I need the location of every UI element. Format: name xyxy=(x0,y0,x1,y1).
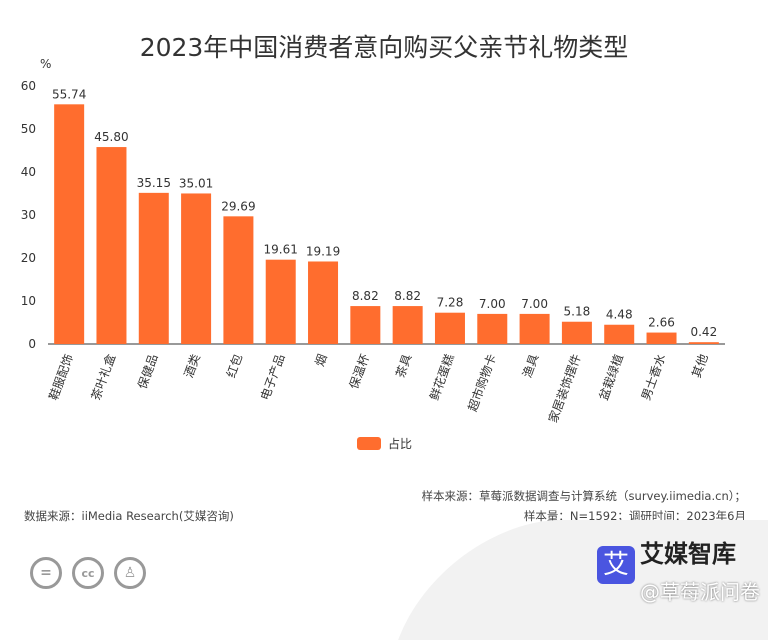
person-icon: ♙ xyxy=(114,557,146,589)
x-tick-label: 红包 xyxy=(223,352,245,380)
data-label: 35.15 xyxy=(137,176,171,190)
data-label: 8.82 xyxy=(394,289,421,303)
data-label: 45.80 xyxy=(94,130,128,144)
data-source: 数据来源：iiMedia Research(艾媒咨询) xyxy=(24,509,234,523)
sample-source: 样本来源：草莓派数据调查与计算系统（survey.iimedia.cn）； xyxy=(421,489,746,503)
cc-icon: cc xyxy=(72,557,104,589)
bar xyxy=(308,261,339,344)
data-label: 7.00 xyxy=(521,297,548,311)
bar xyxy=(604,324,635,344)
logo-mark: 艾 xyxy=(597,546,635,584)
sample-size: 样本量：N=1592；调研时间：2023年6月 xyxy=(523,509,746,523)
data-label: 5.18 xyxy=(564,305,591,319)
bar xyxy=(561,321,592,344)
bar xyxy=(392,306,423,344)
bar xyxy=(688,342,719,344)
x-tick-label: 茶叶礼盒 xyxy=(88,352,119,402)
x-tick-label: 其他 xyxy=(689,352,710,379)
bar xyxy=(519,313,550,344)
bar xyxy=(646,332,677,344)
data-label: 29.69 xyxy=(221,199,255,213)
x-tick-label: 保健品 xyxy=(135,352,160,391)
data-label: 2.66 xyxy=(648,316,675,330)
data-label: 4.48 xyxy=(606,308,633,322)
x-tick-label: 鞋服配饰 xyxy=(45,352,76,402)
data-label: 0.42 xyxy=(690,325,717,339)
legend-swatch xyxy=(357,437,381,450)
x-tick-label: 保温杯 xyxy=(347,352,372,391)
equals-icon: = xyxy=(30,557,62,589)
bar xyxy=(223,216,254,344)
legend-label: 占比 xyxy=(388,436,412,451)
data-label: 7.28 xyxy=(437,296,464,310)
x-tick-label: 酒类 xyxy=(182,352,203,379)
bar xyxy=(434,312,465,344)
x-tick-label: 盆栽绿植 xyxy=(596,352,627,402)
x-tick-label: 电子产品 xyxy=(258,352,288,402)
y-tick-label: 30 xyxy=(21,208,36,222)
bar xyxy=(265,259,296,344)
data-label: 19.61 xyxy=(264,243,298,257)
data-label: 7.00 xyxy=(479,297,506,311)
y-tick-label: 0 xyxy=(28,337,36,351)
y-tick-label: 20 xyxy=(21,251,36,265)
logo-text: 艾媒智库 xyxy=(640,540,736,568)
chart-title: 2023年中国消费者意向购买父亲节礼物类型 xyxy=(139,33,629,62)
x-tick-label: 烟 xyxy=(313,352,330,368)
watermark: @草莓派问卷 xyxy=(640,580,760,604)
x-tick-label: 男士香水 xyxy=(639,352,669,402)
data-label: 8.82 xyxy=(352,289,379,303)
x-tick-label: 超市购物卡 xyxy=(464,352,499,414)
bar xyxy=(138,192,169,344)
y-tick-label: 10 xyxy=(21,294,36,308)
bar xyxy=(477,313,508,344)
data-label: 19.19 xyxy=(306,244,340,258)
data-label: 35.01 xyxy=(179,176,213,190)
y-tick-label: 60 xyxy=(21,79,36,93)
y-tick-label: 50 xyxy=(21,122,36,136)
x-tick-label: 渔具 xyxy=(520,352,541,379)
data-label: 55.74 xyxy=(52,87,86,101)
x-tick-label: 鲜花蛋糕 xyxy=(426,352,457,402)
bar xyxy=(181,193,212,344)
bar-chart: % 0 10 20 30 40 50 60 55.74 鞋服配饰 45.80 茶叶礼盒 35.15 保健品… xyxy=(21,57,725,451)
x-tick-label: 茶具 xyxy=(392,352,414,380)
y-axis-unit: % xyxy=(40,57,51,71)
bar xyxy=(54,104,85,345)
bar xyxy=(96,147,127,344)
y-tick-label: 40 xyxy=(21,165,36,179)
bar xyxy=(350,306,381,344)
x-tick-label: 家居装饰摆件 xyxy=(545,352,584,425)
